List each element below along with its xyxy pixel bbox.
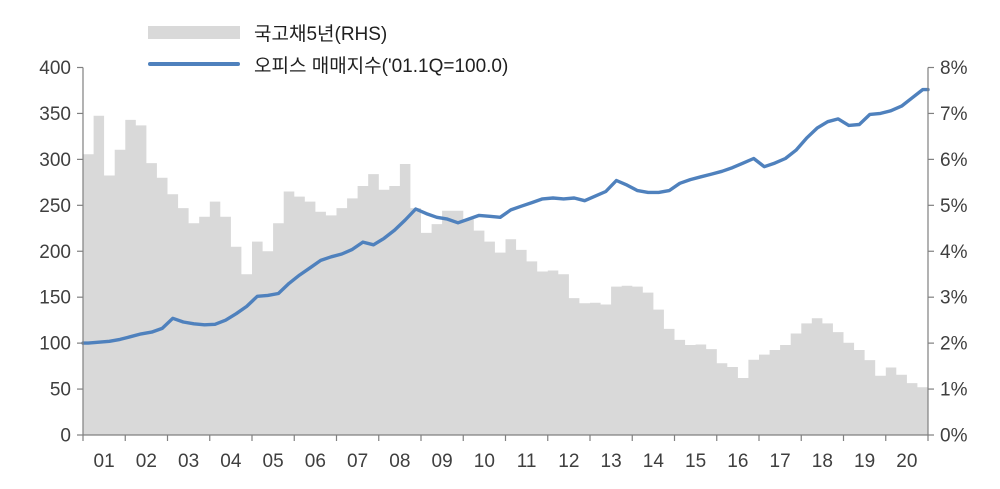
- bond-yield-area-swatch: [148, 25, 240, 39]
- y-axis-left-label: 50: [50, 380, 71, 401]
- x-axis-label: 14: [643, 451, 665, 472]
- x-axis-label: 20: [896, 451, 917, 472]
- chart-legend: 국고채5년(RHS) 오피스 매매지수('01.1Q=100.0): [148, 16, 508, 80]
- y-axis-right-label: 1%: [940, 380, 968, 401]
- y-axis-right-label: 3%: [940, 288, 968, 309]
- office-index-line: [81, 87, 930, 345]
- x-axis-label: 13: [601, 451, 622, 472]
- x-axis-label: 06: [305, 451, 326, 472]
- y-axis-right-label: 6%: [940, 150, 968, 171]
- y-axis-left-label: 250: [39, 196, 71, 217]
- x-axis-label: 19: [854, 451, 875, 472]
- office-index-swatch-wrap: [148, 61, 240, 67]
- y-axis-left-label: 150: [39, 288, 71, 309]
- y-axis-left-label: 400: [39, 58, 71, 79]
- x-axis-label: 08: [389, 451, 410, 472]
- y-axis-left-label: 300: [39, 150, 71, 171]
- x-axis-label: 16: [727, 451, 748, 472]
- x-axis-label: 10: [474, 451, 495, 472]
- x-axis-label: 11: [517, 451, 537, 472]
- x-axis-label: 18: [812, 451, 833, 472]
- x-axis-label: 03: [178, 451, 199, 472]
- y-axis-right-label: 7%: [940, 104, 968, 125]
- y-axis-right-label: 5%: [940, 196, 968, 217]
- x-axis-label: 04: [220, 451, 242, 472]
- y-axis-right-label: 0%: [940, 426, 968, 447]
- office-index-line-swatch: [148, 61, 240, 67]
- x-axis-label: 12: [558, 451, 579, 472]
- y-axis-right-label: 4%: [940, 242, 968, 263]
- x-axis-label: 15: [685, 451, 706, 472]
- legend-item-bond-yield: 국고채5년(RHS): [148, 16, 508, 48]
- x-axis-label: 09: [432, 451, 453, 472]
- y-axis-left-label: 100: [39, 334, 71, 355]
- x-axis-label: 01: [94, 451, 115, 472]
- legend-item-office-index: 오피스 매매지수('01.1Q=100.0): [148, 48, 508, 80]
- legend-label-bond-yield: 국고채5년(RHS): [254, 23, 388, 45]
- y-axis-right-label: 8%: [940, 58, 968, 79]
- x-axis-label: 02: [136, 451, 157, 472]
- y-axis-left-label: 0: [60, 426, 71, 447]
- y-axis-left-label: 200: [39, 242, 71, 263]
- y-axis-right-label: 2%: [940, 334, 968, 355]
- x-axis-label: 07: [347, 451, 368, 472]
- x-axis-label: 05: [263, 451, 284, 472]
- x-axis-label: 17: [770, 451, 791, 472]
- y-axis-left-label: 350: [39, 104, 71, 125]
- bond-yield-swatch-wrap: [148, 25, 240, 39]
- legend-label-office-index: 오피스 매매지수('01.1Q=100.0): [254, 55, 509, 77]
- bond-yield-step-area: [83, 115, 928, 435]
